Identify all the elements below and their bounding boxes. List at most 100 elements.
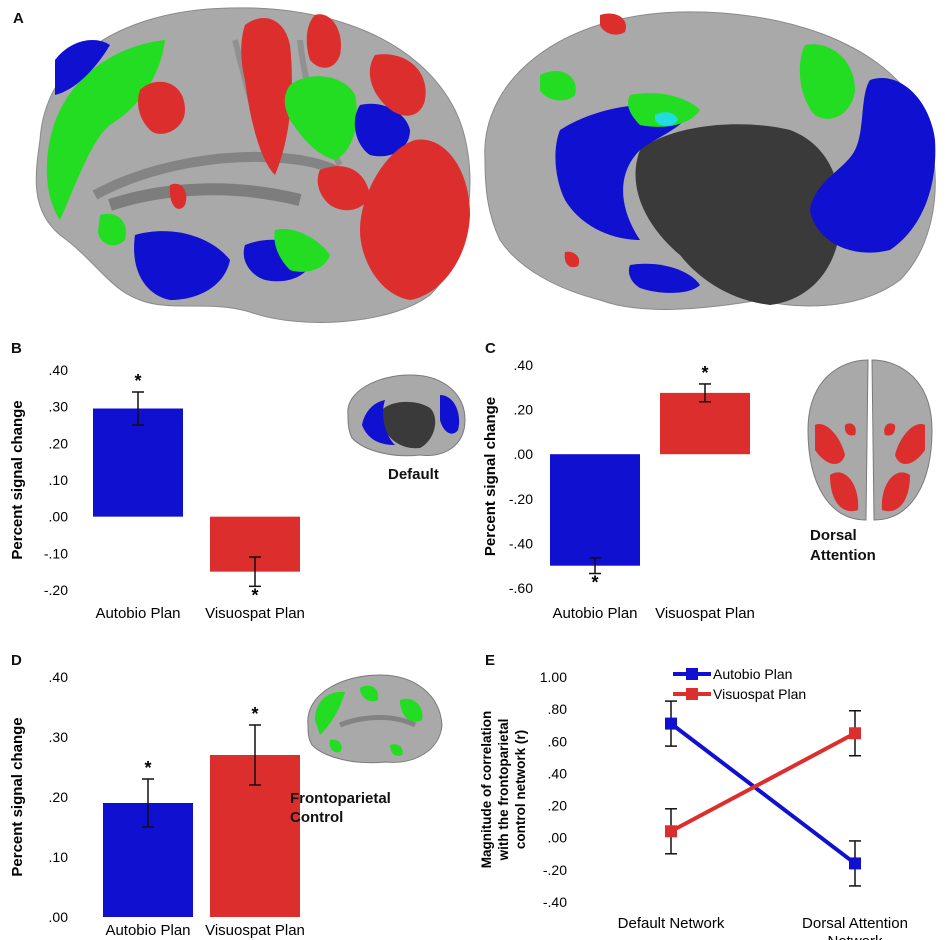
series-line: [670, 731, 856, 834]
frontoparietal-brain-icon: [307, 674, 443, 764]
data-point: [665, 717, 677, 730]
red-region: [369, 54, 426, 116]
frontoparietal-inset: Frontoparietal Control: [290, 670, 450, 830]
y-tick-label: .10: [49, 472, 69, 488]
panel-e-letter: E: [485, 652, 496, 669]
red-region: [317, 166, 370, 211]
category-label: Autobio Plan: [552, 605, 637, 622]
blue-region: [134, 231, 230, 300]
y-tick-label: -.40: [509, 535, 533, 551]
y-tick-label: .00: [548, 830, 568, 846]
significance-star: *: [251, 585, 258, 605]
chart-panel-d: .40 .30 .20 .10 .00 Percent signal change * Aut…: [9, 669, 305, 939]
data-point: [849, 857, 861, 870]
bar: [660, 392, 750, 455]
blue-region: [354, 103, 410, 157]
data-point: [665, 825, 677, 838]
y-axis-label: control network (r): [513, 730, 528, 849]
red-region: [600, 13, 626, 35]
panel-b-letter: B: [11, 340, 22, 357]
y-tick-label: .60: [548, 733, 568, 749]
bar: [93, 408, 183, 517]
y-axis-label: with the frontoparietal: [496, 719, 511, 862]
y-tick-label: .40: [49, 362, 69, 378]
y-tick-label: -.40: [543, 894, 567, 910]
green-region: [274, 229, 330, 272]
dorsal-attention-inset: Dorsal Attention: [800, 355, 940, 575]
category-label: Autobio Plan: [95, 605, 180, 622]
y-tick-label: .00: [514, 446, 534, 462]
dorsal-brain-icon: [807, 359, 933, 521]
default-brain-icon: [347, 374, 466, 457]
y-tick-label: -.60: [509, 580, 533, 596]
green-region: [540, 71, 576, 101]
x-category-label: Dorsal Attention: [802, 915, 908, 932]
y-tick-label: -.10: [44, 545, 68, 561]
panel-d-letter: D: [11, 652, 22, 669]
red-region: [360, 139, 470, 300]
y-tick-label: .00: [49, 509, 69, 525]
blue-region: [810, 78, 936, 253]
red-region: [169, 183, 187, 209]
panel-c-letter: C: [485, 340, 496, 357]
y-tick-label: -.20: [44, 582, 68, 598]
panel-a-letter: A: [13, 10, 24, 27]
cyan-region: [655, 112, 678, 126]
blue-region: [628, 263, 700, 293]
red-region: [564, 251, 580, 268]
y-tick-label: .80: [548, 701, 568, 717]
y-tick-label: -.20: [509, 491, 533, 507]
frontoparietal-label: Frontoparietal: [290, 790, 391, 807]
category-label: Visuospat Plan: [205, 605, 305, 622]
significance-star: *: [701, 363, 708, 383]
significance-star: *: [144, 758, 151, 778]
y-axis-label: Percent signal change: [9, 717, 26, 876]
x-category-label: Network: [827, 933, 883, 940]
y-tick-label: 1.00: [540, 669, 567, 685]
chart-panel-b: .40 .30 .20 .10 .00 -.10 -.20 Percent signal ch…: [9, 362, 305, 622]
y-tick-label: .30: [49, 399, 69, 415]
medial-brain-surface: [484, 11, 936, 310]
red-region: [138, 81, 185, 134]
category-label: Visuospat Plan: [655, 605, 755, 622]
green-region: [628, 93, 700, 127]
legend-marker: [686, 668, 698, 680]
green-region: [799, 44, 855, 119]
y-tick-label: .40: [514, 357, 534, 373]
y-tick-label: .20: [49, 789, 69, 805]
y-tick-label: .40: [49, 669, 69, 685]
y-axis-label: Percent signal change: [9, 400, 26, 559]
y-tick-label: .00: [49, 909, 69, 925]
default-network-inset: Default: [340, 370, 470, 485]
green-region: [46, 40, 166, 220]
chart-panel-e: 1.00 .80 .60 .40 .20 .00 -.20 -.40 Magnitude of …: [479, 666, 908, 940]
green-region: [284, 76, 357, 160]
y-axis-label: Percent signal change: [482, 397, 499, 556]
blue-region: [55, 40, 110, 95]
blue-region: [555, 104, 690, 240]
x-category-label: Default Network: [618, 915, 725, 932]
control-label: Control: [290, 809, 344, 826]
legend-label: Visuospat Plan: [713, 686, 806, 702]
data-point: [849, 727, 861, 740]
red-region: [241, 17, 292, 175]
y-tick-label: .30: [49, 729, 69, 745]
significance-star: *: [251, 704, 258, 724]
y-axis-label: Magnitude of correlation: [479, 711, 494, 869]
legend-label: Autobio Plan: [713, 666, 792, 682]
chart-panel-c: .40 .20 .00 -.20 -.40 -.60 Percent signal chan…: [482, 357, 755, 622]
category-label: Autobio Plan: [105, 922, 190, 939]
dorsal-label: Dorsal: [810, 527, 857, 544]
default-label: Default: [388, 466, 439, 483]
significance-star: *: [591, 573, 598, 593]
y-tick-label: .10: [49, 849, 69, 865]
legend-marker: [686, 688, 698, 700]
series-line: [669, 722, 857, 866]
significance-star: *: [134, 371, 141, 391]
green-region: [98, 213, 126, 246]
panel-a-brain-views: [35, 7, 936, 323]
y-tick-label: .20: [514, 402, 534, 418]
attention-label: Attention: [810, 547, 876, 564]
y-tick-label: .20: [49, 435, 69, 451]
lateral-brain-surface: [35, 7, 471, 323]
